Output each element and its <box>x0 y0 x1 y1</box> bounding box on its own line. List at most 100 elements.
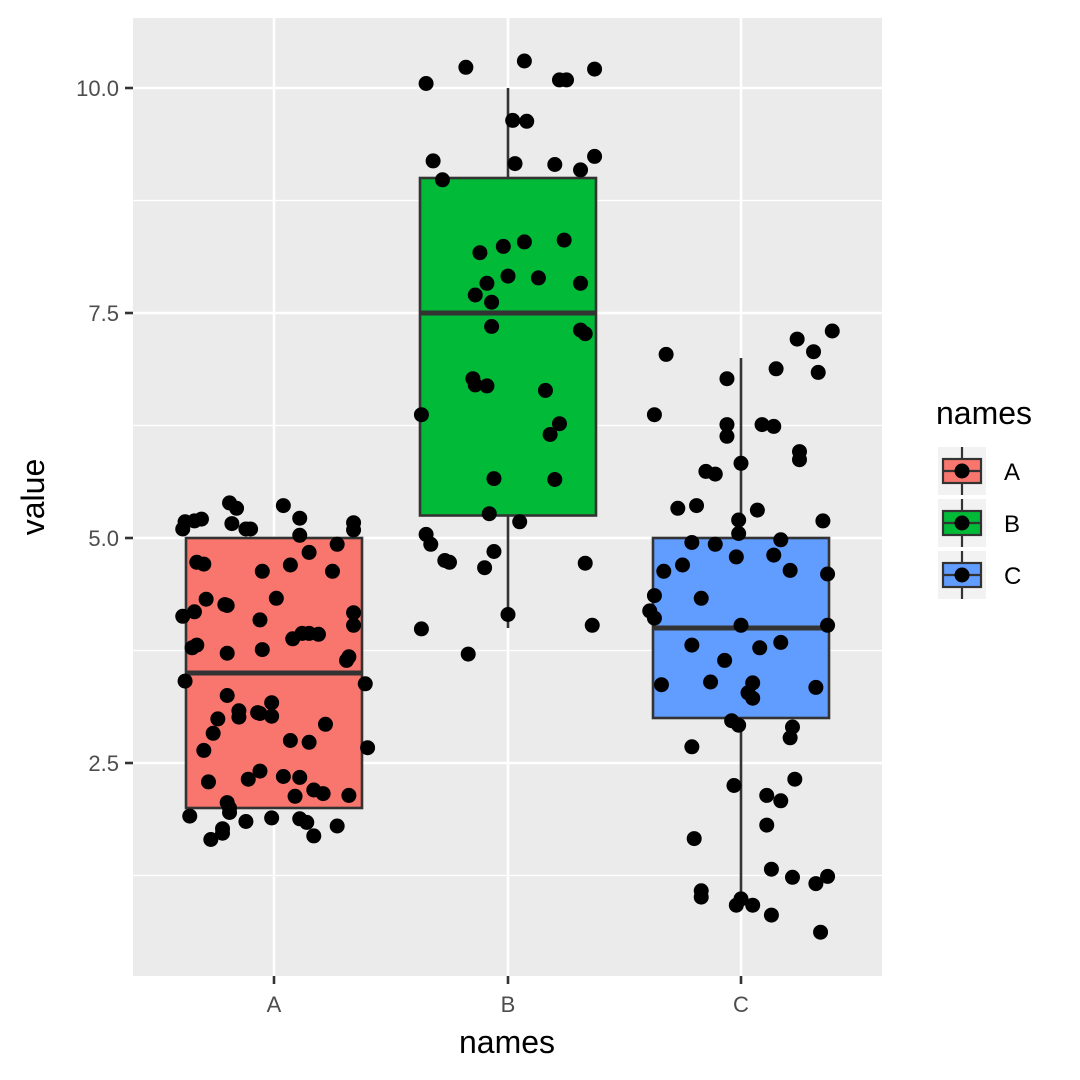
data-point <box>292 527 308 543</box>
data-point <box>292 510 308 526</box>
data-point <box>240 771 256 787</box>
data-point <box>175 608 191 624</box>
data-point <box>341 787 357 803</box>
data-point <box>728 897 744 913</box>
data-point <box>820 617 836 633</box>
data-point <box>189 554 205 570</box>
data-point <box>467 377 483 393</box>
legend-label: A <box>1004 459 1020 486</box>
data-point <box>573 275 589 291</box>
data-point <box>693 889 709 905</box>
data-point <box>418 76 434 91</box>
data-point <box>460 646 476 662</box>
data-point <box>282 733 298 748</box>
data-point <box>301 734 317 750</box>
data-point <box>254 642 270 658</box>
data-point <box>252 612 268 628</box>
data-point <box>222 805 238 820</box>
data-point <box>749 502 765 518</box>
data-point <box>217 597 233 613</box>
data-point <box>587 148 603 164</box>
data-point <box>275 498 291 514</box>
data-point <box>505 112 521 128</box>
data-point <box>264 695 280 711</box>
data-point <box>684 739 700 755</box>
data-point <box>551 416 567 432</box>
data-point <box>306 828 322 844</box>
data-point <box>442 554 457 570</box>
data-point <box>806 344 822 360</box>
data-point <box>341 649 357 665</box>
data-point <box>717 652 733 668</box>
data-point <box>252 706 268 721</box>
data-point <box>413 621 429 637</box>
data-point <box>707 466 723 482</box>
data-point <box>203 832 219 847</box>
data-point <box>481 506 497 522</box>
x-axis: A B C <box>267 976 749 1017</box>
data-point <box>559 72 574 88</box>
data-point <box>813 924 829 940</box>
data-point <box>186 604 202 620</box>
data-point <box>472 245 488 261</box>
data-point <box>264 708 280 724</box>
legend: names ABC <box>936 395 1032 599</box>
data-point <box>670 500 686 516</box>
x-tick-label: A <box>267 992 282 1017</box>
data-point <box>653 677 669 693</box>
data-point <box>573 162 589 178</box>
data-point <box>556 232 572 248</box>
data-point <box>512 514 528 530</box>
data-point <box>646 588 662 604</box>
data-point <box>719 428 735 444</box>
data-point <box>726 778 742 793</box>
data-point <box>782 730 798 746</box>
data-point <box>733 455 749 471</box>
y-tick-label: 5.0 <box>88 526 119 551</box>
legend-item-A: A <box>938 447 1020 495</box>
data-point <box>310 626 326 642</box>
y-axis: 2.5 5.0 7.5 10.0 <box>76 76 133 776</box>
data-point <box>754 417 770 433</box>
data-point <box>486 471 502 487</box>
data-point <box>784 869 800 885</box>
data-point <box>200 774 216 790</box>
data-point <box>731 512 747 528</box>
data-point <box>329 536 345 552</box>
data-point <box>224 516 240 532</box>
data-point <box>577 555 593 571</box>
data-point <box>325 563 340 579</box>
data-point <box>820 566 836 582</box>
data-point <box>198 591 214 607</box>
data-point <box>254 563 270 579</box>
data-point <box>329 818 345 834</box>
data-point <box>413 407 429 423</box>
data-point <box>516 53 532 69</box>
data-point <box>752 640 768 656</box>
y-tick-label: 7.5 <box>88 301 119 326</box>
x-tick-label: B <box>501 992 516 1017</box>
data-point <box>425 153 441 169</box>
data-point <box>346 522 362 538</box>
data-point <box>759 787 775 803</box>
data-point <box>789 331 805 347</box>
legend-item-B: B <box>938 499 1020 547</box>
data-point <box>773 634 789 650</box>
data-point <box>658 346 674 362</box>
data-point <box>243 521 259 537</box>
data-point <box>766 418 782 434</box>
data-point <box>519 113 535 129</box>
data-point <box>275 769 291 784</box>
data-point <box>815 513 831 529</box>
data-point <box>423 536 439 552</box>
data-point <box>787 771 803 787</box>
data-point <box>252 763 268 779</box>
data-point <box>656 563 672 579</box>
data-point <box>177 673 193 689</box>
data-point <box>210 711 226 727</box>
data-point <box>500 607 516 622</box>
data-point <box>584 617 600 633</box>
data-point <box>547 157 563 172</box>
data-point <box>719 417 735 433</box>
data-point <box>745 690 761 706</box>
